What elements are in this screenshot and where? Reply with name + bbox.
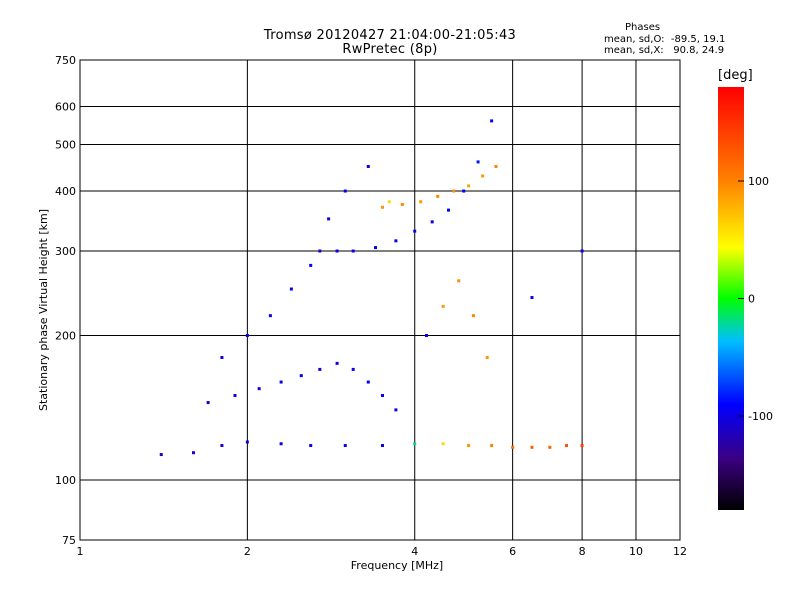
echo-point <box>430 220 434 224</box>
echo-point <box>351 367 355 371</box>
echo-point <box>494 164 498 168</box>
echo-point <box>257 387 261 391</box>
echo-point <box>373 246 377 250</box>
echo-point <box>318 249 322 253</box>
echo-point <box>191 451 195 455</box>
echo-point <box>467 444 471 448</box>
echo-point <box>380 205 384 209</box>
echo-point <box>580 444 584 448</box>
echo-point <box>245 334 249 338</box>
echo-point <box>206 401 210 405</box>
echo-point <box>400 202 404 206</box>
echo-point <box>530 445 534 449</box>
echo-point <box>548 445 552 449</box>
colorbar-tick-label: -100 <box>748 410 773 423</box>
colorbar-unit-label: [deg] <box>718 68 753 83</box>
echo-point <box>436 194 440 198</box>
y-tick-label: 600 <box>55 101 76 114</box>
echo-point <box>476 160 480 164</box>
echo-point <box>471 314 475 318</box>
echo-point <box>425 334 429 338</box>
echo-point <box>413 229 417 233</box>
phases-x-mode-stats: mean, sd,X: 90.8, 24.9 <box>604 45 725 56</box>
colorbar-tick-label: 100 <box>748 175 769 188</box>
x-tick-label: 8 <box>579 545 586 558</box>
grid-lines <box>80 60 680 540</box>
echo-point <box>279 442 283 446</box>
echo-point <box>318 367 322 371</box>
x-tick-label: 4 <box>411 545 418 558</box>
x-tick-label: 2 <box>244 545 251 558</box>
y-tick-label: 750 <box>55 54 76 67</box>
echo-point <box>394 239 398 243</box>
y-tick-label: 500 <box>55 139 76 152</box>
colorbar-tick-label: 0 <box>748 293 755 306</box>
echo-point <box>233 394 237 398</box>
echo-point <box>380 394 384 398</box>
echo-point <box>366 164 370 168</box>
x-tick-label: 6 <box>509 545 516 558</box>
echo-point <box>343 189 347 193</box>
y-tick-label: 300 <box>55 245 76 258</box>
echo-point <box>351 249 355 253</box>
chart-subtitle: RwPretec (8p) <box>342 42 438 57</box>
x-axis-label: Frequency [MHz] <box>351 559 443 572</box>
echo-point <box>380 444 384 448</box>
phases-heading: Phases <box>625 22 661 33</box>
echo-point <box>289 287 293 291</box>
echo-point <box>343 444 347 448</box>
echo-point <box>299 374 303 378</box>
echo-point <box>467 184 471 188</box>
echo-point <box>387 200 391 204</box>
phases-o-mode-stats: mean, sd,O: -89.5, 19.1 <box>604 34 726 45</box>
echo-point <box>327 217 331 221</box>
echo-point <box>413 442 417 446</box>
y-tick-label: 200 <box>55 330 76 343</box>
echo-point <box>220 355 224 359</box>
echo-point <box>481 174 485 178</box>
echo-point <box>446 208 450 212</box>
echo-point <box>441 442 445 446</box>
echo-point <box>159 453 163 457</box>
echo-point <box>485 355 489 359</box>
x-tick-label: 12 <box>673 545 687 558</box>
echo-point <box>394 408 398 412</box>
echo-points <box>159 119 584 457</box>
echo-point <box>565 444 569 448</box>
x-tick-label: 10 <box>629 545 643 558</box>
echo-point <box>220 444 224 448</box>
y-tick-label: 400 <box>55 185 76 198</box>
echo-point <box>441 304 445 308</box>
echo-point <box>511 445 515 449</box>
echo-point <box>366 380 370 384</box>
echo-point <box>335 361 339 365</box>
echo-point <box>268 314 272 318</box>
y-tick-label: 100 <box>55 474 76 487</box>
echo-point <box>335 249 339 253</box>
echo-point <box>309 263 313 267</box>
echo-point <box>452 189 456 193</box>
y-tick-label: 75 <box>62 534 76 547</box>
plot-frame <box>79 59 681 541</box>
colorbar-ticks: 100 0 -100 <box>738 175 773 423</box>
x-tick-label: 1 <box>77 545 84 558</box>
echo-point <box>279 380 283 384</box>
echo-point <box>309 444 313 448</box>
y-axis-label: Stationary phase Virtual Height [km] <box>37 209 50 411</box>
echo-point <box>457 279 461 283</box>
echo-point <box>490 119 494 123</box>
chart-title: Tromsø 20120427 21:04:00-21:05:43 <box>263 28 517 43</box>
echo-point <box>419 200 423 204</box>
echo-point <box>580 249 584 253</box>
echo-point <box>462 189 466 193</box>
echo-point <box>490 444 494 448</box>
echo-point <box>530 296 534 300</box>
echo-point <box>245 440 249 444</box>
